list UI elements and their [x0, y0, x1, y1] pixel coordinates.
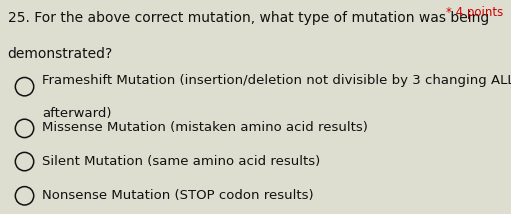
Text: 25. For the above correct mutation, what type of mutation was being: 25. For the above correct mutation, what… [8, 11, 489, 25]
Text: Silent Mutation (same amino acid results): Silent Mutation (same amino acid results… [42, 155, 321, 168]
Text: demonstrated?: demonstrated? [8, 47, 113, 61]
Text: * 4 points: * 4 points [446, 6, 503, 19]
Text: Nonsense Mutation (STOP codon results): Nonsense Mutation (STOP codon results) [42, 189, 314, 202]
Text: Frameshift Mutation (insertion/deletion not divisible by 3 changing ALL amino ac: Frameshift Mutation (insertion/deletion … [42, 74, 511, 87]
Text: afterward): afterward) [42, 107, 112, 120]
Text: Missense Mutation (mistaken amino acid results): Missense Mutation (mistaken amino acid r… [42, 121, 368, 134]
